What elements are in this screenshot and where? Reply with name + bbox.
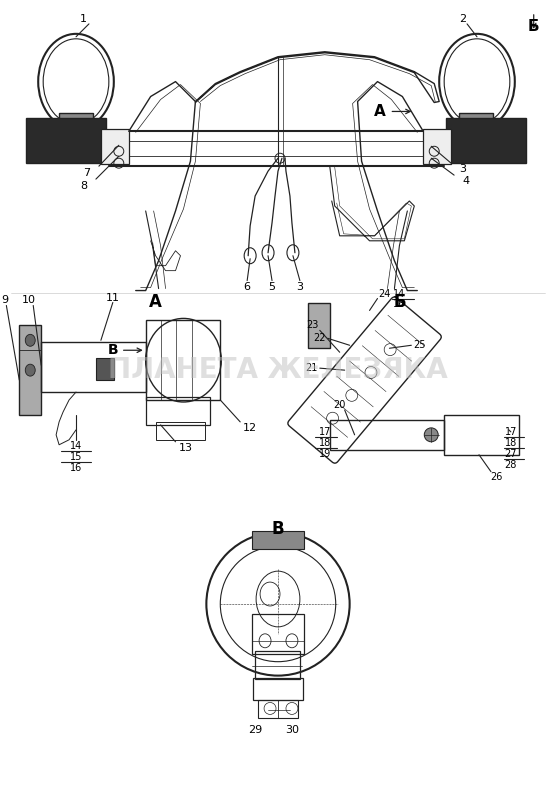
Text: 25: 25 xyxy=(413,340,425,350)
Bar xyxy=(459,114,493,134)
Ellipse shape xyxy=(25,364,35,376)
Text: 21: 21 xyxy=(306,363,318,373)
Text: А: А xyxy=(374,104,385,119)
Text: 3: 3 xyxy=(460,164,466,174)
Bar xyxy=(19,326,41,415)
Text: 3: 3 xyxy=(296,282,304,291)
Text: 2: 2 xyxy=(459,14,466,24)
Text: 22: 22 xyxy=(314,334,326,343)
Ellipse shape xyxy=(424,428,438,442)
Text: 11: 11 xyxy=(106,293,120,302)
Bar xyxy=(308,303,330,348)
Text: 4: 4 xyxy=(463,176,470,186)
Text: 6: 6 xyxy=(244,282,251,291)
Text: 28: 28 xyxy=(505,460,517,470)
Text: 30: 30 xyxy=(285,726,299,735)
Text: 23: 23 xyxy=(307,320,319,330)
Ellipse shape xyxy=(25,334,35,346)
Bar xyxy=(444,415,519,454)
Bar xyxy=(446,118,526,163)
Text: 24: 24 xyxy=(378,289,391,298)
Bar xyxy=(41,342,146,392)
Text: 17: 17 xyxy=(505,427,517,437)
Bar xyxy=(258,701,298,718)
Text: 20: 20 xyxy=(334,400,346,410)
FancyBboxPatch shape xyxy=(288,297,441,463)
Bar xyxy=(96,358,114,380)
Bar xyxy=(330,420,444,450)
Text: Б: Б xyxy=(528,19,539,34)
Bar xyxy=(253,678,303,701)
Text: 26: 26 xyxy=(491,472,503,482)
Text: 13: 13 xyxy=(178,442,192,453)
Bar xyxy=(252,614,304,654)
Text: 14: 14 xyxy=(393,289,405,298)
Text: В: В xyxy=(272,520,284,538)
Text: 16: 16 xyxy=(70,462,82,473)
Bar xyxy=(156,422,205,440)
Text: 10: 10 xyxy=(22,295,36,306)
Text: 29: 29 xyxy=(248,726,262,735)
Text: 16: 16 xyxy=(393,299,405,310)
Text: 15: 15 xyxy=(70,452,82,462)
Text: 19: 19 xyxy=(319,449,331,458)
Text: 5: 5 xyxy=(269,282,276,291)
Bar xyxy=(59,114,93,134)
Text: А: А xyxy=(149,294,162,311)
Bar xyxy=(146,320,220,400)
Bar xyxy=(252,531,304,550)
Text: 9: 9 xyxy=(1,295,8,306)
Text: 17: 17 xyxy=(319,427,331,437)
Bar xyxy=(26,118,106,163)
Text: Б: Б xyxy=(393,294,406,311)
Text: 18: 18 xyxy=(319,438,331,448)
Bar xyxy=(255,650,300,678)
Text: 1: 1 xyxy=(80,14,87,24)
Text: 12: 12 xyxy=(243,423,257,433)
Text: 7: 7 xyxy=(83,168,91,178)
Text: 8: 8 xyxy=(81,181,87,191)
Bar xyxy=(423,130,451,164)
Bar xyxy=(101,130,129,164)
Bar xyxy=(146,397,210,425)
Text: В: В xyxy=(107,343,118,358)
Text: 18: 18 xyxy=(505,438,517,448)
Text: 14: 14 xyxy=(70,441,82,450)
Text: 27: 27 xyxy=(505,449,517,458)
Text: ПЛАНЕТА ЖЕЛЕЗЯКА: ПЛАНЕТА ЖЕЛЕЗЯКА xyxy=(108,356,448,384)
